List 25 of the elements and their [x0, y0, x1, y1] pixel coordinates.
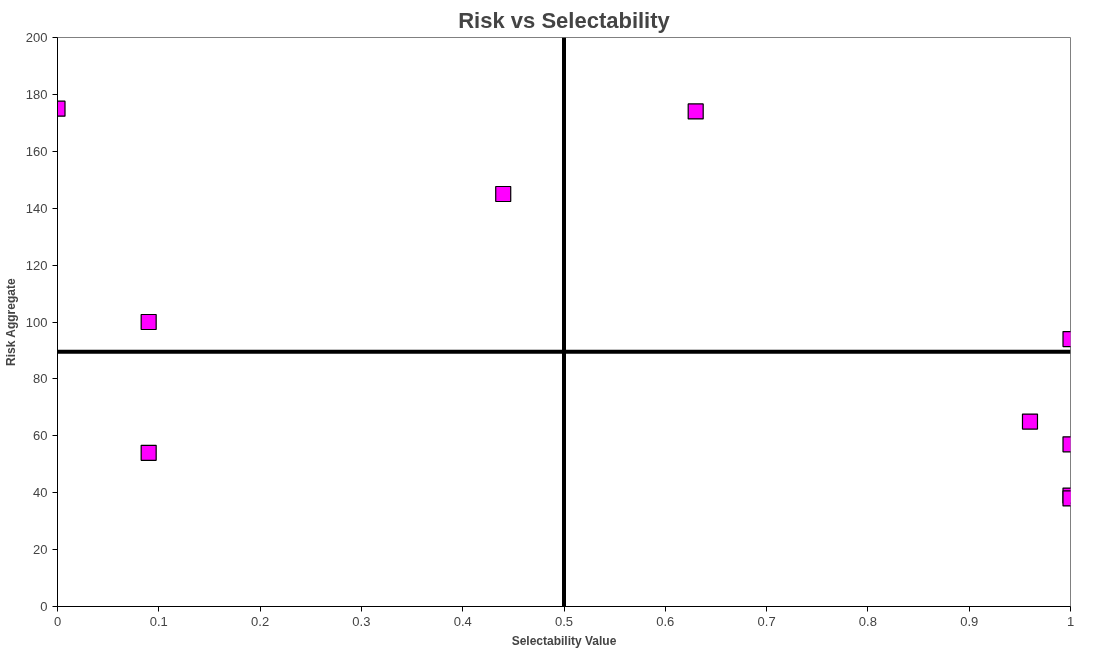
- x-tick-label: 0.6: [656, 613, 675, 629]
- y-tick-label: 20: [33, 542, 48, 558]
- x-axis-title: Selectability Value: [511, 633, 617, 648]
- x-tick-label: 0.1: [149, 613, 168, 629]
- x-tick-label: 0.3: [352, 613, 371, 629]
- y-tick-label: 140: [25, 200, 48, 216]
- x-tick-label: 0.5: [554, 613, 574, 629]
- y-tick-label: 120: [25, 257, 48, 273]
- y-tick-label: 60: [33, 428, 48, 444]
- y-tick-label: 200: [25, 30, 48, 45]
- y-tick-label: 180: [25, 86, 48, 102]
- y-axis-title: Risk Aggregate: [3, 278, 18, 367]
- x-tick-label: 0.9: [960, 613, 979, 629]
- chart-title: Risk vs Selectability: [458, 7, 671, 33]
- x-tick-label: 0: [53, 613, 62, 629]
- x-tick-label: 0.2: [251, 613, 270, 629]
- y-tick-label: 100: [25, 314, 48, 330]
- x-tick-label: 0.4: [453, 613, 472, 629]
- y-tick-label: 160: [25, 143, 48, 159]
- y-tick-label: 40: [33, 485, 48, 501]
- y-tick-label: 0: [40, 599, 48, 614]
- x-tick-label: 0.8: [858, 613, 877, 629]
- x-tick-label: 1: [1066, 613, 1075, 629]
- y-tick-label: 80: [33, 371, 48, 387]
- x-tick-label: 0.7: [757, 613, 776, 629]
